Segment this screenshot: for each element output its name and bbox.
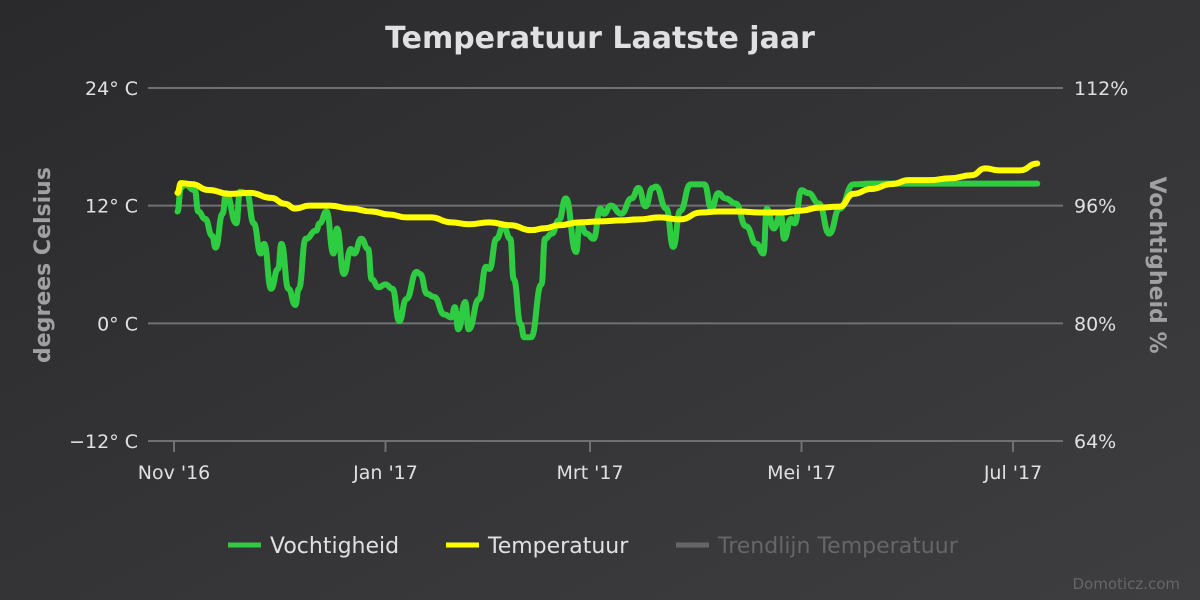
credits[interactable]: Domoticz.com xyxy=(1073,575,1181,593)
legend-item-trendlijn-temperatuur[interactable]: Trendlijn Temperatuur xyxy=(676,534,959,559)
y-tick-label-left: 24° C xyxy=(85,78,138,100)
x-tick-label: Mei '17 xyxy=(767,462,836,484)
axis-labels: 24° C 12° C 0° C −12° C 112% 96% 80% 64% Nov '16… xyxy=(69,78,1128,484)
x-tick-label: Mrt '17 xyxy=(556,462,623,484)
y-tick-label-right: 80% xyxy=(1074,313,1116,335)
y-tick-label-right: 64% xyxy=(1074,431,1116,453)
legend-label: Trendlijn Temperatuur xyxy=(717,534,959,559)
y-tick-label-left: −12° C xyxy=(69,431,138,453)
x-tick-label: Jul '17 xyxy=(983,462,1042,484)
x-tick-label: Nov '16 xyxy=(138,462,211,484)
legend-item-vochtigheid[interactable]: Vochtigheid xyxy=(228,534,399,559)
y-axis-left-title: degrees Celsius xyxy=(31,167,56,363)
series-line-temperatuur xyxy=(174,160,1041,234)
legend-label: Temperatuur xyxy=(487,534,629,559)
y-tick-label-right: 96% xyxy=(1074,196,1116,218)
y-axis-right-title: Vochtigheid % xyxy=(1144,176,1169,353)
y-tick-label-left: 12° C xyxy=(85,196,138,218)
legend: Vochtigheid Temperatuur Trendlijn Temperat… xyxy=(228,534,959,559)
y-tick-label-left: 0° C xyxy=(97,313,138,335)
legend-label: Vochtigheid xyxy=(270,534,399,559)
legend-item-temperatuur[interactable]: Temperatuur xyxy=(446,534,629,559)
plot-area xyxy=(174,160,1041,341)
chart-title: Temperatuur Laatste jaar xyxy=(385,21,815,56)
x-tick-label: Jan '17 xyxy=(352,462,418,484)
y-tick-label-right: 112% xyxy=(1074,78,1128,100)
